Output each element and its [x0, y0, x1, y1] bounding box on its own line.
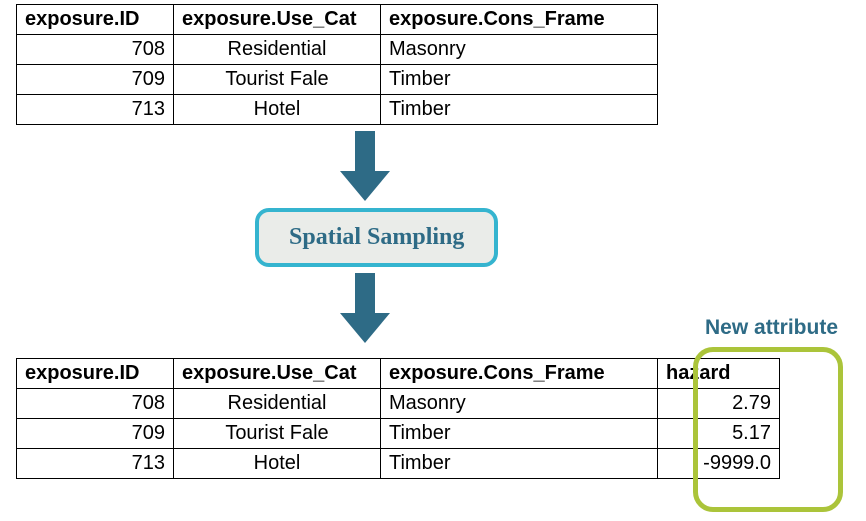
col-header: hazard [658, 359, 780, 389]
arrow-down-icon [340, 131, 390, 201]
arrow-down-icon [340, 273, 390, 343]
table-row: 708 Residential Masonry 2.79 [17, 389, 780, 419]
table-row: 708 Residential Masonry [17, 35, 658, 65]
output-table: exposure.ID exposure.Use_Cat exposure.Co… [16, 358, 780, 479]
table-row: 709 Tourist Fale Timber [17, 65, 658, 95]
table-row: 709 Tourist Fale Timber 5.17 [17, 419, 780, 449]
input-table: exposure.ID exposure.Use_Cat exposure.Co… [16, 4, 658, 125]
col-header: exposure.ID [17, 359, 174, 389]
new-attribute-label: New attribute [705, 316, 838, 340]
process-label: Spatial Sampling [289, 224, 464, 250]
table-row: 713 Hotel Timber [17, 95, 658, 125]
table-row: 713 Hotel Timber -9999.0 [17, 449, 780, 479]
col-header: exposure.Use_Cat [174, 5, 381, 35]
process-step: Spatial Sampling [255, 208, 498, 267]
col-header: exposure.Cons_Frame [381, 5, 658, 35]
col-header: exposure.Cons_Frame [381, 359, 658, 389]
col-header: exposure.Use_Cat [174, 359, 381, 389]
col-header: exposure.ID [17, 5, 174, 35]
